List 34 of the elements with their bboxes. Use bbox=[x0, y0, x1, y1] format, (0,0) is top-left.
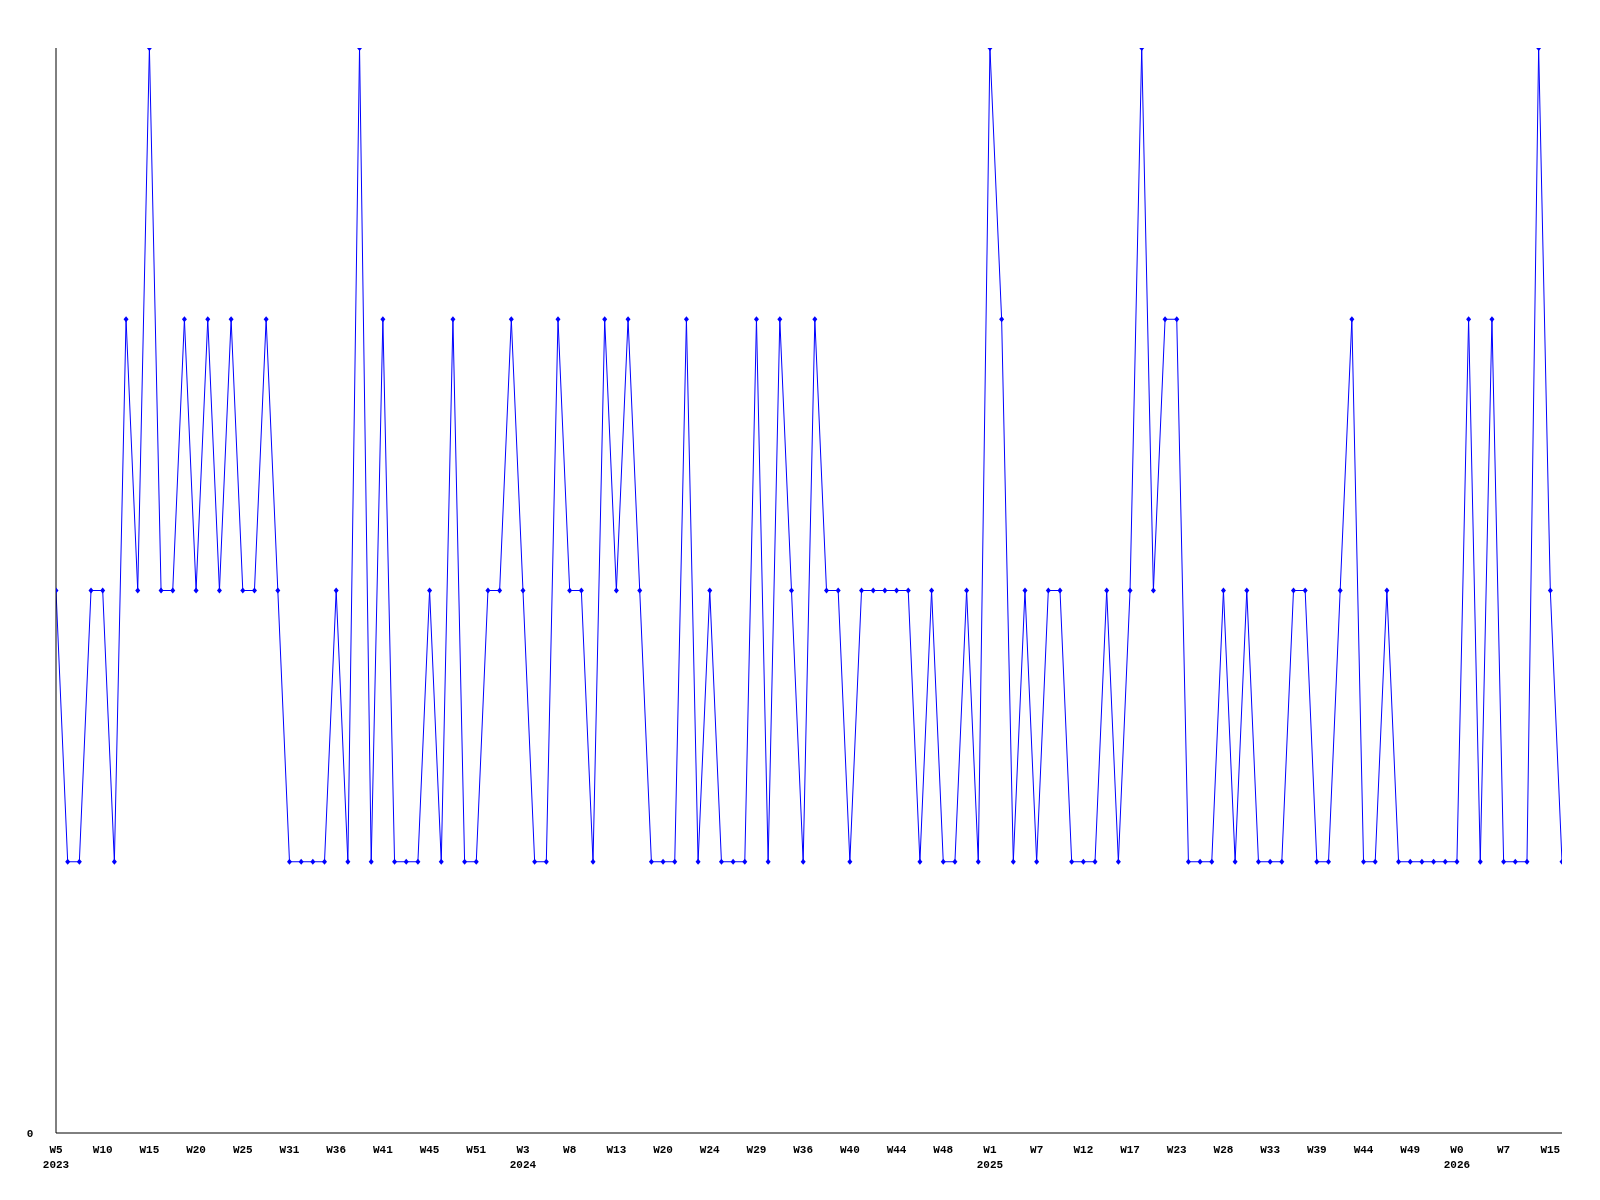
x-tick-label: W23 bbox=[1166, 1144, 1188, 1156]
x-tick-label: W7 bbox=[1030, 1144, 1044, 1156]
x-tick-label: W45 bbox=[419, 1144, 440, 1156]
x-tick-label: W8 bbox=[563, 1144, 577, 1156]
x-tick-label: W15 bbox=[1540, 1144, 1561, 1156]
x-tick-label: W17 bbox=[1120, 1144, 1140, 1156]
x-tick-label: W39 bbox=[1306, 1144, 1327, 1156]
x-tick-label: W33 bbox=[1260, 1144, 1281, 1156]
x-tick-label: W1 2025 bbox=[976, 1144, 1004, 1171]
x-tick-label: W7 bbox=[1497, 1144, 1511, 1156]
x-tick-label: W0 2026 bbox=[1443, 1144, 1471, 1171]
x-tick-label: W49 bbox=[1400, 1144, 1421, 1156]
x-tick-label: W36 bbox=[326, 1144, 347, 1156]
x-tick-label: W12 bbox=[1073, 1144, 1094, 1156]
x-tick-label: W51 bbox=[466, 1144, 487, 1156]
x-tick-label: W20 bbox=[186, 1144, 206, 1156]
x-tick-label: W3 2024 bbox=[509, 1144, 537, 1171]
x-tick-label: W44 bbox=[1353, 1144, 1374, 1156]
x-tick-label: W5 2023 bbox=[42, 1144, 70, 1171]
x-tick-label: W29 bbox=[746, 1144, 767, 1156]
x-tick-label: W28 bbox=[1213, 1144, 1234, 1156]
x-tick-label: W24 bbox=[699, 1144, 721, 1156]
x-tick-label: W13 bbox=[606, 1144, 627, 1156]
x-tick-label: W36 bbox=[793, 1144, 814, 1156]
x-tick-label: W20 bbox=[653, 1144, 673, 1156]
x-tick-label: W10 bbox=[92, 1144, 113, 1156]
x-tick-label: W44 bbox=[886, 1144, 907, 1156]
x-tick-label: W25 bbox=[232, 1144, 254, 1156]
x-tick-label: W41 bbox=[372, 1144, 394, 1156]
x-tick-label: W31 bbox=[279, 1144, 300, 1156]
x-tick-label: W48 bbox=[933, 1144, 954, 1156]
x-tick-label: W15 bbox=[139, 1144, 160, 1156]
x-tick-label: W40 bbox=[839, 1144, 860, 1156]
text: 0 bbox=[26, 1128, 34, 1140]
